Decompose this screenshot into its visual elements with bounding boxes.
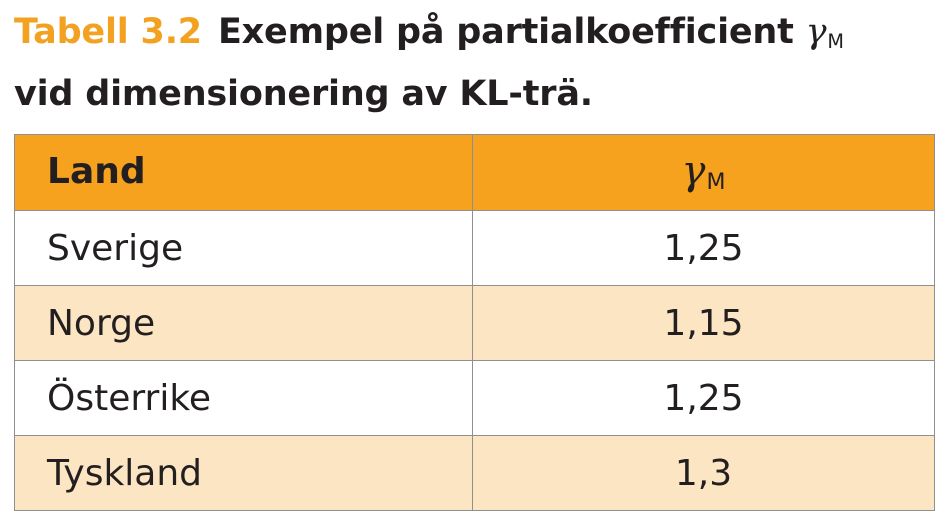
header-land: Land bbox=[14, 134, 473, 211]
table-row: Österrike 1,25 bbox=[14, 360, 935, 436]
cell-value: 1,15 bbox=[472, 285, 935, 361]
cell-land: Tyskland bbox=[14, 435, 473, 511]
table-caption: Tabell 3.2 Exempel på partialkoefficient … bbox=[14, 6, 934, 121]
table-row: Tyskland 1,3 bbox=[14, 435, 935, 511]
caption-text-line2: vid dimensionering av KL-trä. bbox=[14, 73, 593, 114]
cell-land: Norge bbox=[14, 285, 473, 361]
caption-label: Tabell 3.2 bbox=[14, 12, 202, 52]
caption-text-line1: Exempel på partialkoefficient bbox=[217, 12, 794, 52]
cell-value: 1,3 bbox=[472, 435, 935, 511]
caption-gamma-letter: γ bbox=[805, 12, 827, 52]
cell-value: 1,25 bbox=[472, 210, 935, 286]
header-gamma-symbol: γM bbox=[681, 147, 726, 196]
header-gamma-subscript: M bbox=[706, 170, 726, 196]
table-row: Sverige 1,25 bbox=[14, 210, 935, 286]
caption-gamma-symbol: γM bbox=[805, 12, 844, 53]
table-row: Norge 1,15 bbox=[14, 285, 935, 361]
cell-value: 1,25 bbox=[472, 360, 935, 436]
partial-coefficient-table: Land γM Sverige 1,25 Norge 1,15 Österrik… bbox=[14, 134, 935, 511]
header-gamma-letter: γ bbox=[681, 147, 706, 194]
cell-land: Österrike bbox=[14, 360, 473, 436]
caption-gamma-subscript: M bbox=[827, 29, 844, 53]
table-header-row: Land γM bbox=[14, 134, 935, 211]
header-gamma: γM bbox=[472, 134, 935, 211]
cell-land: Sverige bbox=[14, 210, 473, 286]
